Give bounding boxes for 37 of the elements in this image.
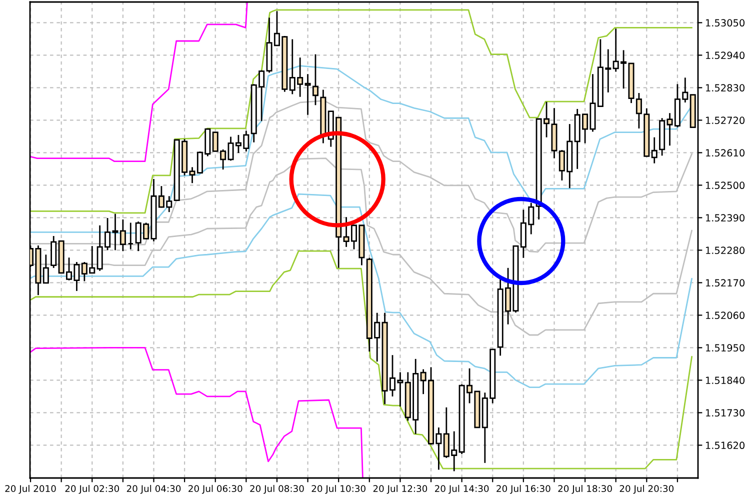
x-tick-label: 20 Jul 16:30 <box>496 484 550 494</box>
candlestick <box>651 136 658 164</box>
y-tick-label: 1.52170 <box>706 279 745 287</box>
line-series <box>30 250 693 470</box>
candlestick <box>42 254 49 284</box>
y-tick-label: 1.52390 <box>706 214 745 222</box>
y-tick-label: 1.52830 <box>706 84 745 92</box>
y-tick-label: 1.52500 <box>706 182 745 190</box>
line-series <box>30 193 693 388</box>
y-tick-label: 1.52720 <box>706 116 745 124</box>
x-tick-label: 20 Jul 04:30 <box>126 484 181 494</box>
y-tick-label: 1.51950 <box>706 344 745 352</box>
candlestick <box>312 54 318 106</box>
candlestick <box>304 73 311 116</box>
candlestick <box>120 218 126 252</box>
x-tick-label: 20 Jul 06:30 <box>188 484 242 494</box>
y-tick-label: 1.52940 <box>706 52 745 60</box>
x-tick-label: 20 Jul 12:30 <box>373 484 428 494</box>
x-tick-label: 20 Jul 10:30 <box>312 484 366 494</box>
x-tick-label: 20 Jul 14:30 <box>435 484 489 494</box>
line-series <box>30 2 248 162</box>
candlestick <box>128 222 134 250</box>
y-tick-label: 1.52280 <box>706 246 745 254</box>
y-tick-label: 1.53050 <box>706 19 745 27</box>
y-tick-label: 1.51840 <box>706 376 745 384</box>
x-tick-label: 20 Jul 02:30 <box>65 484 120 494</box>
candlestick <box>50 235 57 269</box>
x-tick-label: 20 Jul 08:30 <box>250 484 304 494</box>
y-tick-label: 1.51730 <box>706 409 745 417</box>
x-tick-label: 20 Jul 18:30 <box>558 484 612 494</box>
y-tick-label: 1.51620 <box>706 442 745 450</box>
x-tick-label: 20 Jul 20:30 <box>620 484 674 494</box>
y-tick-label: 1.52060 <box>706 312 745 320</box>
y-tick-label: 1.52610 <box>706 149 745 157</box>
line-series <box>30 347 364 478</box>
line-series <box>30 9 693 214</box>
x-tick-label: 20 Jul 2010 <box>5 484 56 494</box>
